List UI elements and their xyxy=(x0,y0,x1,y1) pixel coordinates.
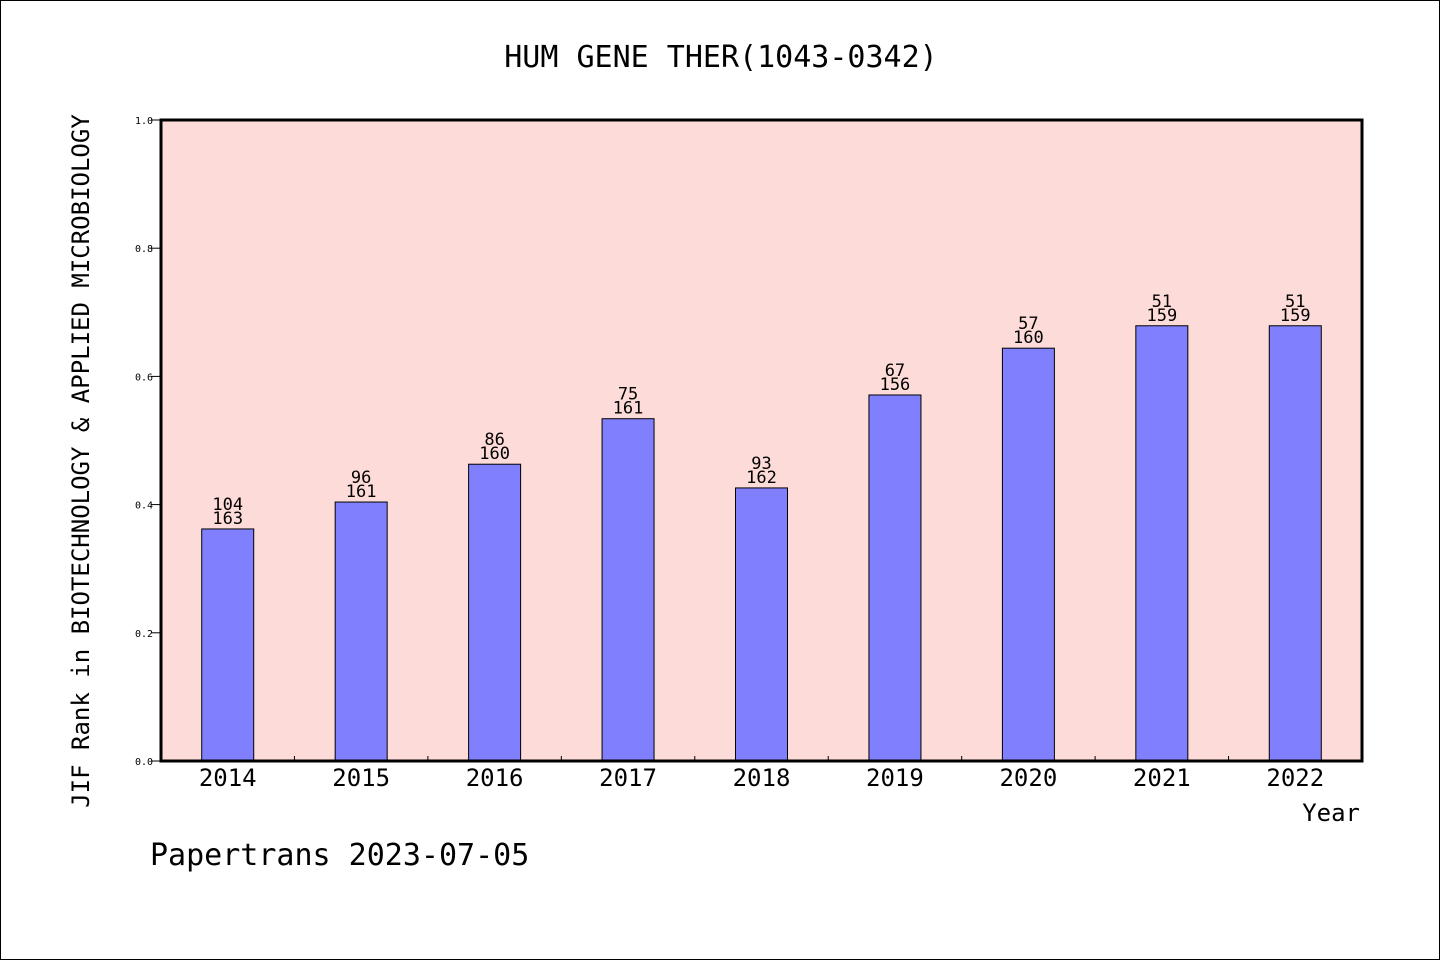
bar-labels: 1041639616186160751619316267156571605115… xyxy=(212,292,1310,529)
x-tick-label: 2021 xyxy=(1133,764,1191,792)
bar-rank-label: 96 xyxy=(351,468,371,488)
bar-total-label: 162 xyxy=(746,468,777,488)
bar xyxy=(1001,347,1055,762)
y-tick-label: 1.0 xyxy=(135,116,153,127)
bar-total-label: 159 xyxy=(1280,306,1311,326)
bar-total-label: 156 xyxy=(880,375,911,395)
y-tick-label: 0.0 xyxy=(135,757,153,768)
bar-total-label: 160 xyxy=(479,444,510,464)
y-axis-label: JIF Rank in BIOTECHNOLOGY & APPLIED MICR… xyxy=(67,114,95,808)
bar-rank-label: 51 xyxy=(1285,292,1305,312)
bar-rank-label: 86 xyxy=(484,430,504,450)
x-axis: 2014 2015 2016 2017 2018 2019 2020 2021 2022 xyxy=(199,756,1324,792)
bar xyxy=(735,487,788,762)
bar-rank-label: 51 xyxy=(1152,292,1172,312)
bar-rank-label: 75 xyxy=(618,385,638,405)
bar-total-label: 161 xyxy=(346,482,377,502)
bar-total-label: 161 xyxy=(613,399,644,419)
bar-rank-label: 57 xyxy=(1018,314,1038,334)
bar-rank-label: 67 xyxy=(885,361,905,381)
y-tick-label: 0.6 xyxy=(135,372,153,383)
x-tick-label: 2016 xyxy=(466,764,524,792)
x-tick-label: 2022 xyxy=(1266,764,1324,792)
x-tick-label: 2018 xyxy=(733,764,791,792)
bar xyxy=(334,501,388,762)
y-tick-label: 0.4 xyxy=(135,501,153,512)
y-tick-label: 0.8 xyxy=(135,244,153,255)
bar xyxy=(1135,325,1189,762)
x-tick-label: 2017 xyxy=(599,764,657,792)
x-tick-label: 2020 xyxy=(999,764,1057,792)
bar xyxy=(1268,325,1322,762)
bar-total-label: 160 xyxy=(1013,328,1044,348)
y-axis: 0.0 0.2 0.4 0.6 0.8 1.0 xyxy=(135,116,161,768)
bar xyxy=(868,394,922,762)
x-tick-label: 2015 xyxy=(332,764,390,792)
bar-total-label: 163 xyxy=(212,509,243,529)
bar xyxy=(201,528,255,762)
y-tick-label: 0.2 xyxy=(135,629,153,640)
chart-title: HUM GENE THER(1043-0342) xyxy=(504,40,937,75)
bar-rank-label: 104 xyxy=(212,495,243,515)
bar-rank-label: 93 xyxy=(751,454,771,474)
x-tick-label: 2014 xyxy=(199,764,257,792)
x-axis-label: Year xyxy=(1302,799,1360,827)
x-tick-label: 2019 xyxy=(866,764,924,792)
bars xyxy=(201,325,1322,762)
bar xyxy=(468,463,522,762)
plot-border xyxy=(159,118,1364,763)
bar-total-label: 159 xyxy=(1146,306,1177,326)
bar xyxy=(601,418,655,762)
footer-text: Papertrans 2023-07-05 xyxy=(150,838,529,873)
